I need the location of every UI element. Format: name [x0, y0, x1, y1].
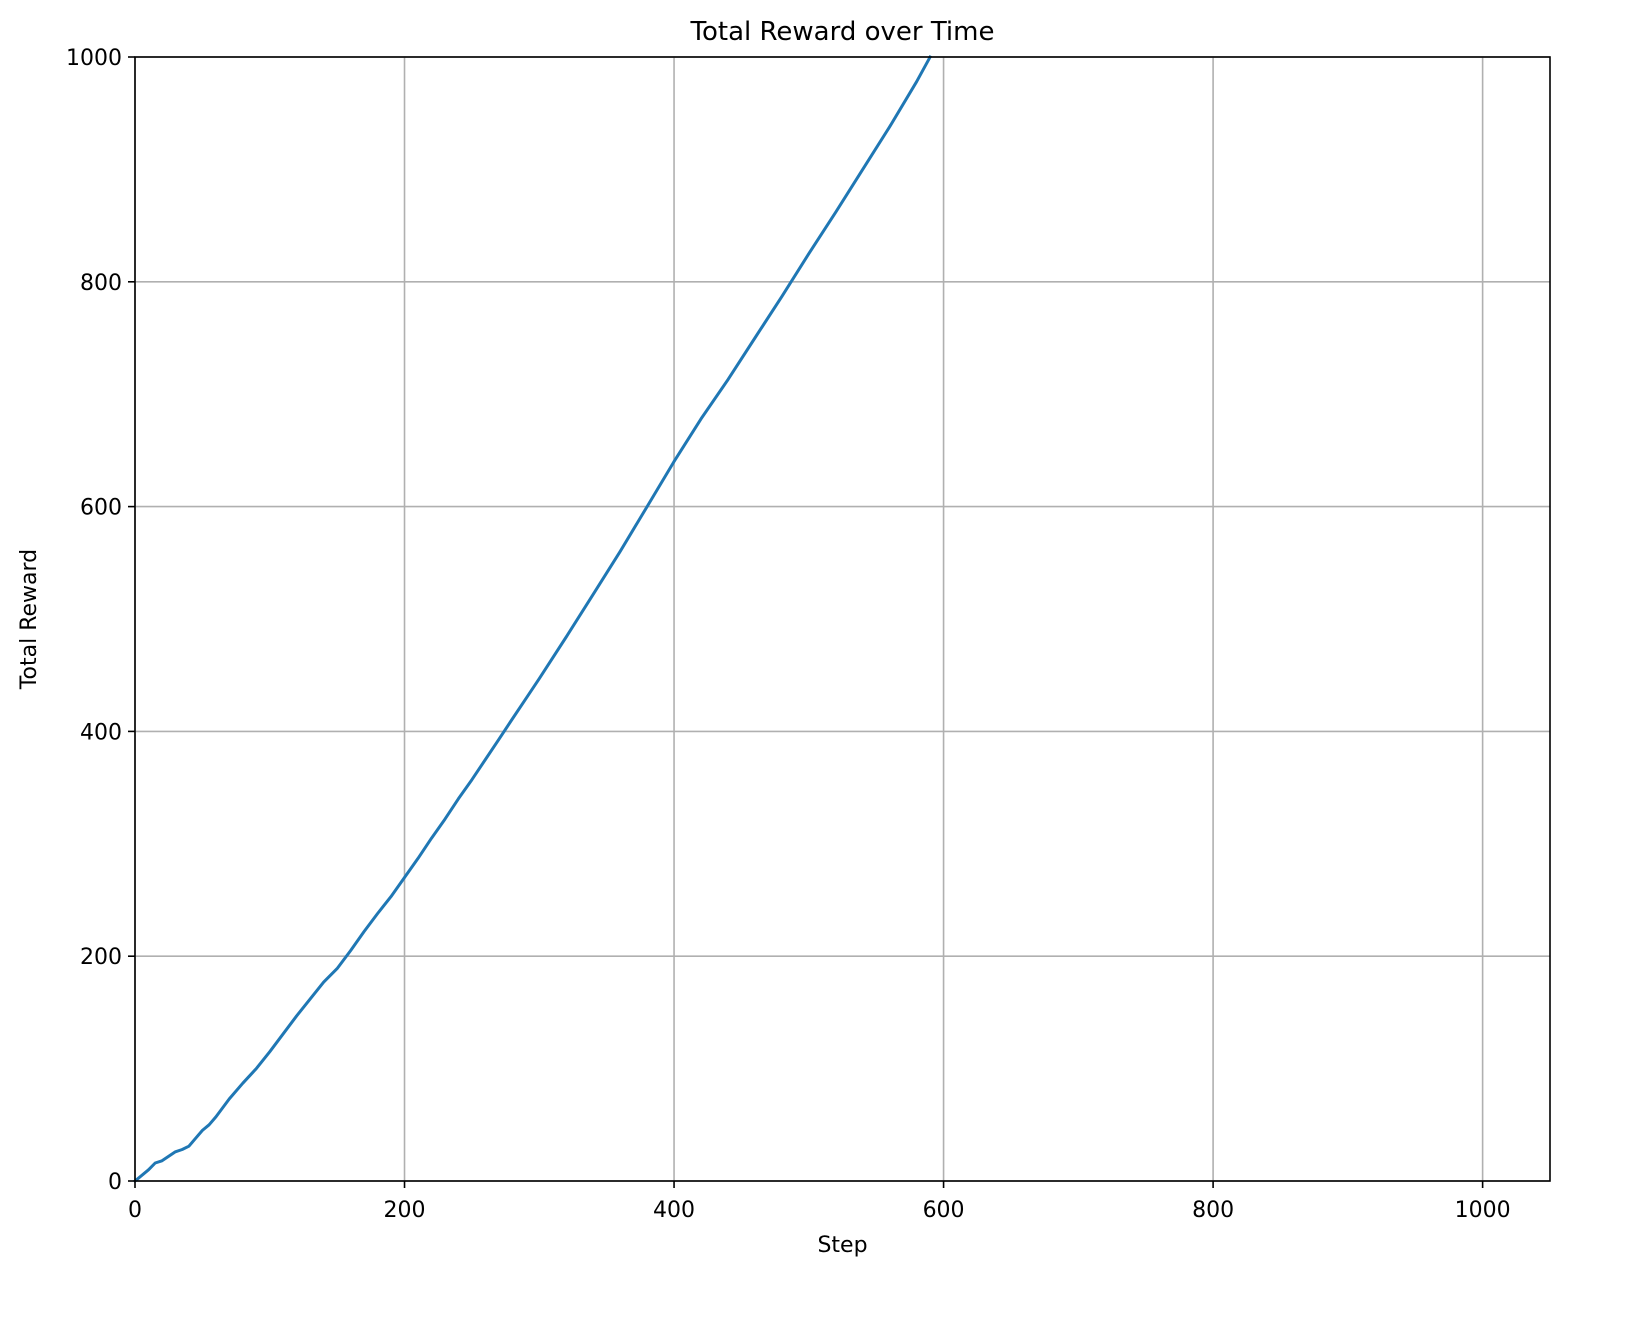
x-tick-label: 800: [1192, 1198, 1234, 1223]
y-axis-label: Total Reward: [17, 549, 42, 690]
x-tick-label: 1000: [1455, 1198, 1511, 1223]
chart-title: Total Reward over Time: [690, 17, 995, 47]
series-line: [132, 54, 933, 1184]
axis-ticks: 0 200 400 600 800 1000 0 200 400 600 800 1000: [66, 46, 1511, 1223]
x-axis-label: Step: [817, 1233, 867, 1258]
x-tick-label: 0: [128, 1198, 142, 1223]
y-tick-label: 600: [80, 496, 122, 521]
series-lines: [132, 54, 933, 1184]
x-tick-label: 600: [923, 1198, 965, 1223]
plot-frame: [134, 56, 1551, 1182]
x-tick-label: 400: [653, 1198, 695, 1223]
y-tick-label: 0: [108, 1170, 122, 1195]
y-tick-label: 800: [80, 271, 122, 296]
y-tick-label: 400: [80, 720, 122, 745]
y-tick-label: 1000: [66, 46, 122, 71]
x-tick-label: 200: [384, 1198, 426, 1223]
y-tick-label: 200: [80, 945, 122, 970]
